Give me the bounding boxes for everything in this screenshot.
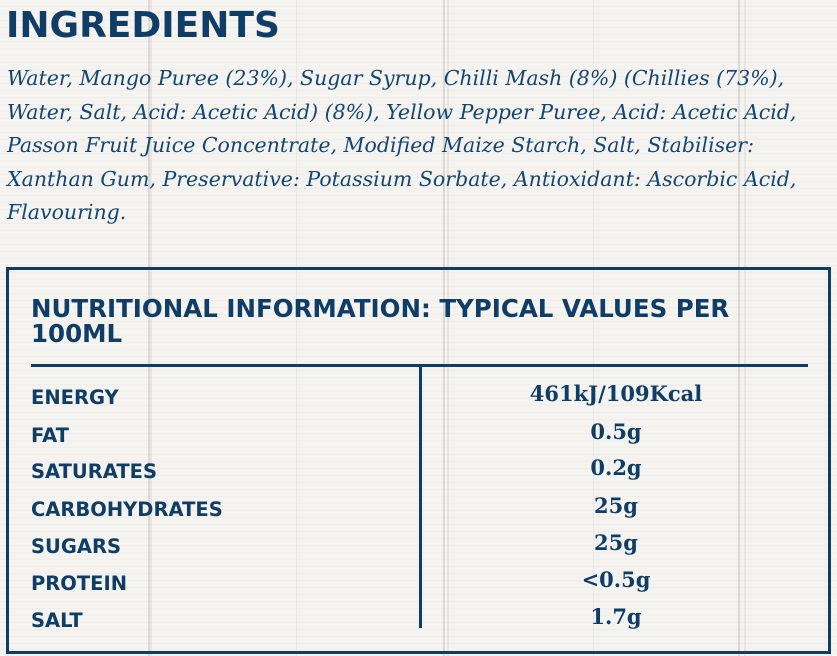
nutrient-value: 0.5g (590, 419, 642, 444)
ingredients-list: Water, Mango Puree (23%), Sugar Syrup, C… (7, 66, 797, 224)
nutrient-label: SATURATES (31, 460, 158, 483)
nutrient-value: 1.7g (590, 604, 642, 629)
nutrient-label: PROTEIN (31, 572, 128, 595)
nutrition-panel: NUTRITIONAL INFORMATION: TYPICAL VALUES … (6, 267, 831, 654)
nutrition-column-divider (419, 366, 422, 628)
nutrient-label: FAT (31, 424, 69, 447)
nutrition-row-sugars: SUGARS 25g (31, 530, 808, 564)
nutrition-row-protein: PROTEIN <0.5g (31, 567, 808, 601)
wood-plank-seam (443, 0, 445, 656)
ingredients-heading: INGREDIENTS (6, 5, 280, 46)
nutrient-value: 25g (594, 530, 638, 555)
nutrition-row-salt: SALT 1.7g (31, 604, 808, 638)
wood-plank-seam (148, 0, 150, 656)
nutrition-row-fat: FAT 0.5g (31, 419, 808, 453)
nutrition-row-carbohydrates: CARBOHYDRATES 25g (31, 493, 808, 527)
nutrient-value: 0.2g (590, 455, 642, 480)
nutrient-value: 25g (594, 493, 638, 518)
nutrition-row-saturates: SATURATES 0.2g (31, 455, 808, 489)
nutrient-label: SALT (31, 609, 83, 632)
nutrient-label: ENERGY (31, 386, 119, 409)
nutrient-label: SUGARS (31, 535, 122, 558)
nutrient-value: 461kJ/109Kcal (529, 381, 703, 406)
nutrition-title: NUTRITIONAL INFORMATION: TYPICAL VALUES … (31, 294, 730, 348)
nutrition-row-energy: ENERGY 461kJ/109Kcal (31, 381, 808, 415)
nutrient-value: <0.5g (581, 567, 651, 592)
wood-plank-seam (738, 0, 740, 656)
nutrition-title-divider (31, 364, 808, 367)
nutrient-label: CARBOHYDRATES (31, 498, 223, 521)
